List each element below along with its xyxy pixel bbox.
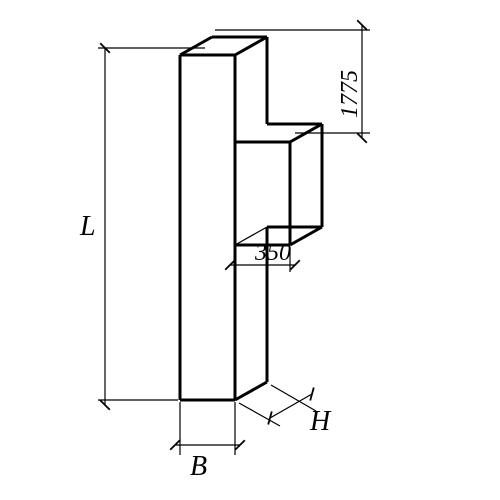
label-L: L: [79, 211, 96, 242]
bottom-right-iso: [235, 382, 267, 400]
label-1775: 1775: [337, 70, 363, 118]
top-right-iso: [235, 37, 267, 55]
ext-line-H-front: [239, 403, 280, 426]
label-B: B: [190, 451, 207, 482]
dim-line-H: [270, 394, 312, 418]
label-350: 350: [254, 240, 291, 266]
label-H: H: [309, 406, 332, 437]
dimension-diagram: L B H 1775 350: [0, 0, 500, 500]
top-left-iso: [180, 37, 212, 55]
notch-side-bottom-iso: [290, 227, 322, 245]
